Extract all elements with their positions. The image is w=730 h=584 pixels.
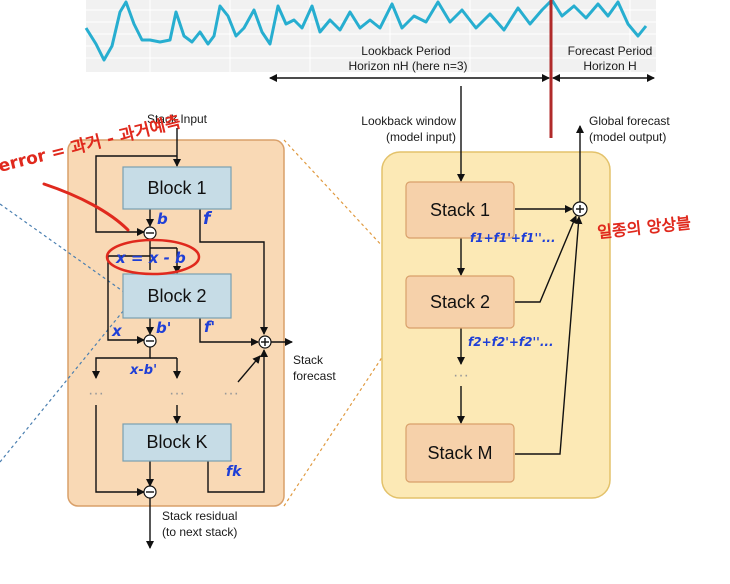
stack-m-label: Stack M	[427, 443, 492, 463]
forecast-period-label: Forecast Period	[568, 44, 653, 58]
stack-2-box: Stack 2	[405, 275, 515, 329]
blue-annotations: b f b' f' x x-b' fk f1+f1'+f1''... f2+f2…	[111, 209, 556, 480]
blue-circle-text: x = x - b	[115, 249, 186, 267]
subtract-node	[143, 226, 157, 240]
global-add-node	[572, 201, 588, 217]
series-line	[84, 0, 648, 62]
stack-input-label: Stack Input	[147, 112, 208, 126]
lookback-window-label: Lookback window	[361, 114, 456, 128]
stack-residual-label: Stack residual	[162, 509, 237, 523]
ellipsis: ···	[169, 385, 185, 402]
subtract-node	[143, 334, 157, 348]
zoom-line	[0, 203, 125, 293]
zoom-line	[283, 139, 411, 277]
stack-2-label: Stack 2	[430, 292, 490, 312]
lookback-period-label: Lookback Period	[361, 44, 450, 58]
red-circle-mark	[105, 238, 201, 276]
subtract-node	[143, 485, 157, 499]
ellipsis: ···	[88, 385, 104, 402]
stack-1-label: Stack 1	[430, 200, 490, 220]
global-forecast-label-2: (model output)	[589, 130, 666, 144]
blue-x-minus-b-note: x-b'	[129, 363, 157, 378]
red-ensemble-note: 일종의 앙상블	[596, 213, 692, 242]
block-1-label: Block 1	[147, 178, 206, 198]
blue-stack2-sum-note: f2+f2'+f2''...	[468, 335, 554, 349]
blue-f-note: f	[203, 209, 213, 229]
block-2-label: Block 2	[147, 286, 206, 306]
stack-1-box: Stack 1	[405, 181, 515, 239]
stack-m-box: Stack M	[405, 423, 515, 483]
stack-forecast-label: Stack	[293, 353, 324, 367]
time-series-strip	[84, 0, 656, 72]
ellipsis: ···	[223, 385, 239, 402]
blue-x-note: x	[111, 322, 123, 340]
blue-f-prime-note: f'	[204, 318, 215, 336]
forecast-horizon-label: Horizon H	[583, 59, 636, 73]
lookback-window-label-2: (model input)	[386, 130, 456, 144]
add-node	[258, 335, 272, 349]
zoom-line	[0, 309, 125, 463]
block-k: Block K	[122, 423, 232, 462]
stack-detail-connectors	[92, 128, 293, 549]
lookback-horizon-label: Horizon nH (here n=3)	[348, 59, 467, 73]
blue-b-note: b	[157, 210, 168, 228]
stack-residual-label-2: (to next stack)	[162, 525, 237, 539]
ellipsis: ···	[453, 367, 469, 384]
block-2: Block 2	[122, 273, 232, 319]
block-k-label: Block K	[146, 432, 207, 452]
block-1: Block 1	[122, 166, 232, 210]
blue-b-prime-note: b'	[156, 319, 171, 337]
model-connectors	[457, 86, 584, 455]
blue-stack1-sum-note: f1+f1'+f1''...	[470, 231, 556, 245]
blue-fk-note: fk	[226, 464, 243, 480]
global-forecast-label: Global forecast	[589, 114, 670, 128]
stack-forecast-label-2: forecast	[293, 369, 336, 383]
